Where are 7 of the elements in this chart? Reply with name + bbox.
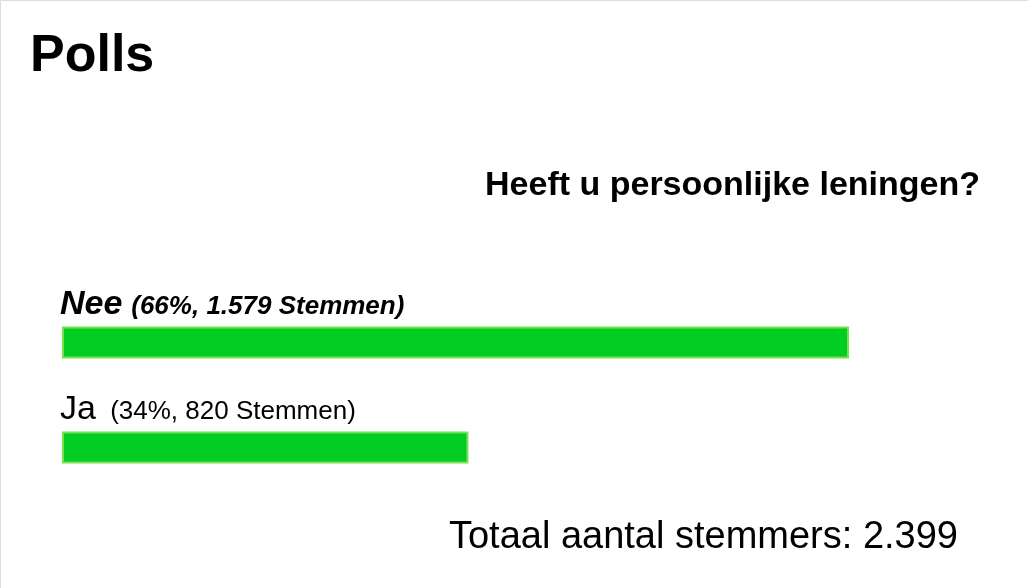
y-tick-label: Nee xyxy=(60,282,123,321)
data-label: (34%, 820 Stemmen) xyxy=(110,394,356,425)
data-label: (66%, 1.579 Stemmen) xyxy=(131,289,405,320)
text: Totaal aantal stemmers: 2.399 xyxy=(448,514,958,556)
chart-subtitle: Heeft u persoonlijke leningen? xyxy=(485,164,980,202)
y-tick-label: Ja xyxy=(60,387,96,426)
chart-title: Polls xyxy=(30,24,155,82)
